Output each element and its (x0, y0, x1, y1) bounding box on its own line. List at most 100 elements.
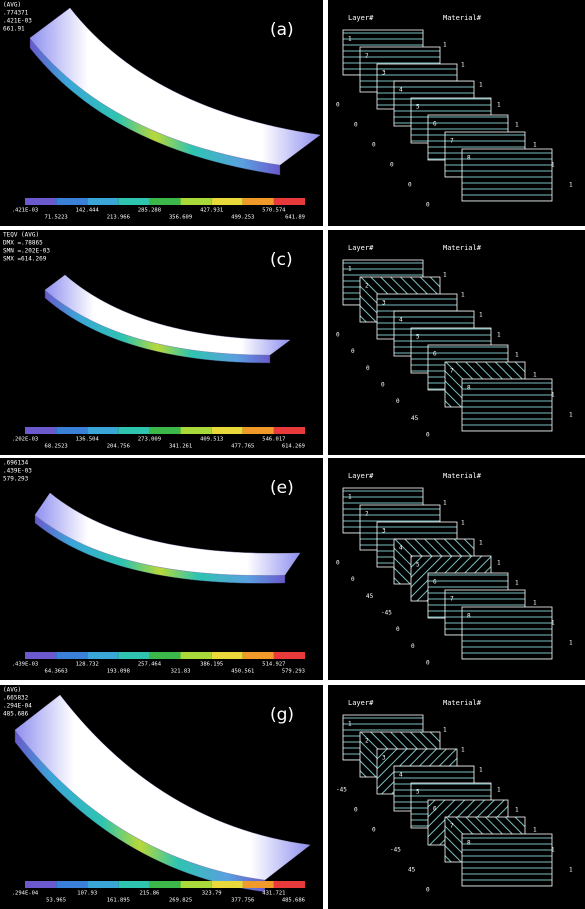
layer-number: 5 (416, 562, 420, 569)
colorbar-segment (118, 198, 149, 205)
header-text: SMN =.202E-03 (3, 248, 50, 255)
angle-label: 0 (381, 382, 385, 389)
colorbar-segment (181, 427, 212, 434)
colorbar-label: 356.609 (169, 215, 192, 221)
layer-number: 1 (348, 266, 352, 273)
colorbar-label: 546.017 (262, 437, 285, 443)
layer-number: 2 (365, 511, 369, 518)
layer-number: 2 (365, 738, 369, 745)
layer-number: 7 (450, 596, 454, 603)
header-text: .439E-03 (3, 468, 32, 475)
material-label: 1 (461, 292, 465, 299)
colorbar-label: 570.574 (262, 208, 286, 214)
header-text: 485.686 (3, 711, 29, 718)
material-label: 1 (461, 62, 465, 69)
angle-label: 0 (411, 643, 415, 650)
colorbar-label: 579.293 (282, 669, 305, 675)
material-label: 1 (569, 867, 573, 874)
layer-number: 4 (399, 772, 403, 779)
angle-label: 0 (396, 398, 400, 405)
colorbar-label: 386.195 (200, 662, 223, 668)
colorbar-label: 427.931 (200, 208, 223, 214)
material-label: 1 (569, 640, 573, 647)
header-text: (AVG) (3, 2, 21, 9)
header-text: .774371 (3, 10, 29, 17)
colorbar-label: 64.3663 (45, 669, 68, 675)
layup-panel: Layer#Material#1234567811111111000000 (328, 0, 585, 226)
colorbar-segment (212, 652, 243, 659)
colorbar-label: 273.009 (138, 437, 161, 443)
material-label: 1 (569, 412, 573, 419)
layer-number: 6 (433, 579, 437, 586)
angle-label: 0 (396, 626, 400, 633)
column-header: Material# (443, 699, 482, 707)
angle-label: 0 (372, 142, 376, 149)
layer-number: 8 (467, 385, 471, 392)
angle-label: 0 (336, 332, 340, 339)
material-label: 1 (497, 102, 501, 109)
colorbar-segment (87, 881, 118, 888)
layer-number: 3 (382, 755, 386, 762)
layer-number: 5 (416, 334, 420, 341)
column-header: Material# (443, 244, 482, 252)
colorbar-segment (87, 652, 118, 659)
colorbar-segment (149, 652, 180, 659)
angle-label: 0 (351, 348, 355, 355)
material-label: 1 (443, 42, 447, 49)
layer-number: 7 (450, 368, 454, 375)
header-text: .421E-03 (3, 18, 32, 25)
colorbar-label: 514.927 (262, 662, 285, 668)
colorbar-label: 68.2523 (45, 444, 68, 450)
layer-number: 4 (399, 87, 403, 94)
colorbar-segment (274, 198, 305, 205)
colorbar-segment (181, 198, 212, 205)
colorbar-segment (56, 198, 87, 205)
material-label: 1 (515, 352, 519, 359)
layer-number: 4 (399, 317, 403, 324)
fea-panel: (AVG).774371.421E-03661.91(a).421E-0371.… (0, 0, 323, 226)
layer (462, 149, 552, 201)
panel-label: (a) (270, 20, 294, 40)
angle-label: 45 (366, 593, 374, 600)
angle-label: 0 (354, 807, 358, 814)
colorbar-label: 499.253 (231, 215, 254, 221)
colorbar-label: 142.444 (76, 208, 100, 214)
colorbar-label: 215.86 (140, 891, 160, 897)
angle-label: 0 (372, 827, 376, 834)
column-header: Layer# (348, 699, 374, 707)
header-text: .696134 (3, 460, 29, 467)
header-text: 579.293 (3, 476, 29, 483)
material-label: 1 (551, 392, 555, 399)
colorbar-segment (212, 427, 243, 434)
colorbar-label: 285.288 (138, 208, 161, 214)
column-header: Layer# (348, 244, 374, 252)
layer-number: 6 (433, 351, 437, 358)
material-label: 1 (533, 372, 537, 379)
colorbar-segment (149, 427, 180, 434)
panel-label: (g) (270, 705, 294, 725)
layer-number: 8 (467, 840, 471, 847)
material-label: 1 (479, 540, 483, 547)
angle-label: 0 (426, 887, 430, 894)
angle-label: 0 (426, 432, 430, 439)
colorbar-segment (212, 881, 243, 888)
layer (462, 607, 552, 659)
material-label: 1 (461, 747, 465, 754)
colorbar-label: 321.83 (171, 669, 191, 675)
colorbar-label: 377.756 (231, 898, 254, 904)
colorbar-label: 431.721 (262, 891, 285, 897)
colorbar-label: 614.269 (282, 444, 305, 450)
colorbar-label: 485.686 (282, 898, 305, 904)
colorbar-label: 641.89 (285, 215, 305, 221)
colorbar-segment (118, 652, 149, 659)
material-label: 1 (533, 600, 537, 607)
material-label: 1 (551, 847, 555, 854)
material-label: 1 (533, 142, 537, 149)
colorbar-label: 161.895 (107, 898, 130, 904)
material-label: 1 (533, 827, 537, 834)
header-text: .665832 (3, 695, 29, 702)
layer-number: 1 (348, 494, 352, 501)
angle-label: 0 (390, 162, 394, 169)
colorbar-label: .202E-03 (12, 437, 39, 443)
page: (AVG).774371.421E-03661.91(a).421E-0371.… (0, 0, 585, 909)
